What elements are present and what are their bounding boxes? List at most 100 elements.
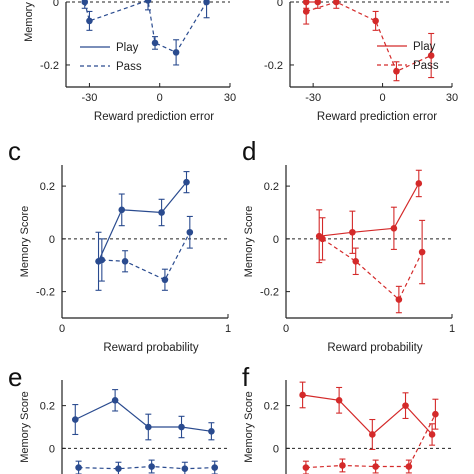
data-point <box>86 17 93 25</box>
data-point <box>369 431 376 438</box>
data-point <box>118 206 126 214</box>
series-line-pass <box>101 232 191 281</box>
y-tick-label: -0.2 <box>36 287 55 299</box>
y-tick-label: 0 <box>53 0 59 9</box>
data-point <box>98 256 106 264</box>
data-point <box>203 0 210 6</box>
data-point <box>178 423 185 431</box>
data-point <box>145 423 152 431</box>
x-axis-label: Reward probability <box>103 342 198 354</box>
data-point <box>183 178 190 186</box>
data-point <box>372 463 379 470</box>
data-point <box>418 248 426 256</box>
data-point <box>172 49 180 56</box>
data-point <box>339 462 346 469</box>
data-point <box>314 0 322 6</box>
data-point <box>405 463 413 470</box>
series-line-play <box>97 181 187 262</box>
x-tick-label: 30 <box>446 92 458 104</box>
x-tick-label: 0 <box>157 92 163 104</box>
panel-c <box>61 165 229 319</box>
y-axis-label: Memory Score <box>243 206 255 278</box>
series-line-play <box>302 394 433 436</box>
data-point <box>395 296 403 303</box>
panel-f <box>285 380 452 474</box>
y-tick-label: 0 <box>273 443 279 455</box>
panel-a <box>65 0 231 88</box>
data-point <box>181 465 189 472</box>
y-tick-label: 0 <box>277 0 283 9</box>
y-axis-label: Memory <box>23 2 35 42</box>
data-point <box>151 39 159 47</box>
x-tick-label: 1 <box>225 323 231 335</box>
series-line-play <box>319 183 420 237</box>
x-axis-label: Reward prediction error <box>94 111 214 123</box>
y-tick-label: 0.2 <box>264 401 279 413</box>
data-point <box>121 257 129 265</box>
y-tick-label: 0 <box>49 443 55 455</box>
x-tick-label: 0 <box>283 323 289 335</box>
series-line-pass <box>78 465 215 470</box>
panel-letter-e: e <box>8 362 23 392</box>
y-axis-label: Memory Score <box>243 391 255 463</box>
data-point <box>161 276 169 284</box>
x-tick-label: 30 <box>224 92 236 104</box>
data-point <box>299 391 306 399</box>
x-axis-label: Reward probability <box>327 342 422 354</box>
y-axis-label: Memory Score <box>19 206 31 278</box>
data-point <box>349 228 356 236</box>
data-point <box>302 464 310 471</box>
series-line-pass <box>306 1 432 73</box>
x-tick-label: 0 <box>59 323 65 335</box>
x-axis-label: Reward prediction error <box>317 111 437 123</box>
panel-letter-f: f <box>242 362 250 392</box>
x-tick-label: -30 <box>305 92 321 104</box>
y-tick-label: 0.2 <box>40 401 55 413</box>
data-point <box>432 410 439 418</box>
data-point <box>208 427 215 435</box>
y-tick-label: -0.2 <box>40 60 59 72</box>
data-point <box>335 396 343 404</box>
data-point <box>75 464 82 471</box>
legend-label: Play <box>116 42 139 54</box>
data-point <box>211 464 219 471</box>
panel-letter-c: c <box>8 136 21 166</box>
data-point <box>319 235 326 243</box>
x-tick-label: -30 <box>81 92 97 104</box>
data-point <box>428 431 436 438</box>
data-point <box>402 402 409 409</box>
data-point <box>415 180 423 187</box>
data-point <box>372 17 379 25</box>
data-point <box>111 396 119 404</box>
panel-b <box>289 0 453 88</box>
y-tick-label: -0.2 <box>260 287 279 299</box>
data-point <box>390 225 398 232</box>
legend-label: Pass <box>413 60 439 72</box>
y-tick-label: 0.2 <box>264 181 279 193</box>
data-point <box>158 209 165 216</box>
data-point <box>144 0 152 4</box>
panel-d <box>285 165 453 319</box>
y-tick-label: 0.2 <box>40 181 55 193</box>
y-tick-label: -0.2 <box>264 60 283 72</box>
data-point <box>148 463 155 470</box>
data-point <box>427 52 435 59</box>
data-point <box>186 228 194 236</box>
data-point <box>352 257 360 265</box>
y-tick-label: 0 <box>273 234 279 246</box>
data-point <box>81 0 89 6</box>
data-point <box>115 465 122 472</box>
data-point <box>332 0 340 6</box>
x-tick-label: 1 <box>449 323 455 335</box>
panel-e <box>61 380 228 474</box>
x-tick-label: 0 <box>380 92 386 104</box>
y-axis-label: Memory Score <box>19 391 31 463</box>
legend-label: Play <box>413 41 436 53</box>
data-point <box>302 8 310 15</box>
y-tick-label: 0 <box>49 234 55 246</box>
legend-label: Pass <box>116 61 142 73</box>
series-line-pass <box>305 413 436 469</box>
series-line-play <box>75 399 212 432</box>
panel-letter-d: d <box>242 136 257 166</box>
